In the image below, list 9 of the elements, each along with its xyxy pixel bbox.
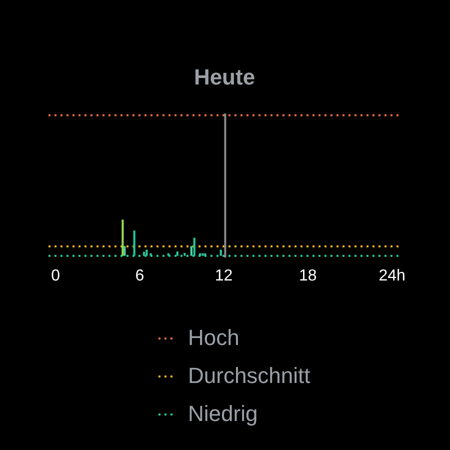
x-tick-label: 24h [378,268,406,284]
x-tick-label: 0 [51,268,60,284]
legend-label: Durchschnitt [188,363,310,389]
x-tick-label: 12 [214,268,233,284]
x-tick-label: 6 [135,268,144,284]
legend-label: Hoch [188,325,240,351]
x-tick-label: 18 [299,268,317,284]
chart-title: Heute [194,64,256,90]
legend-label: Niedrig [188,401,258,427]
